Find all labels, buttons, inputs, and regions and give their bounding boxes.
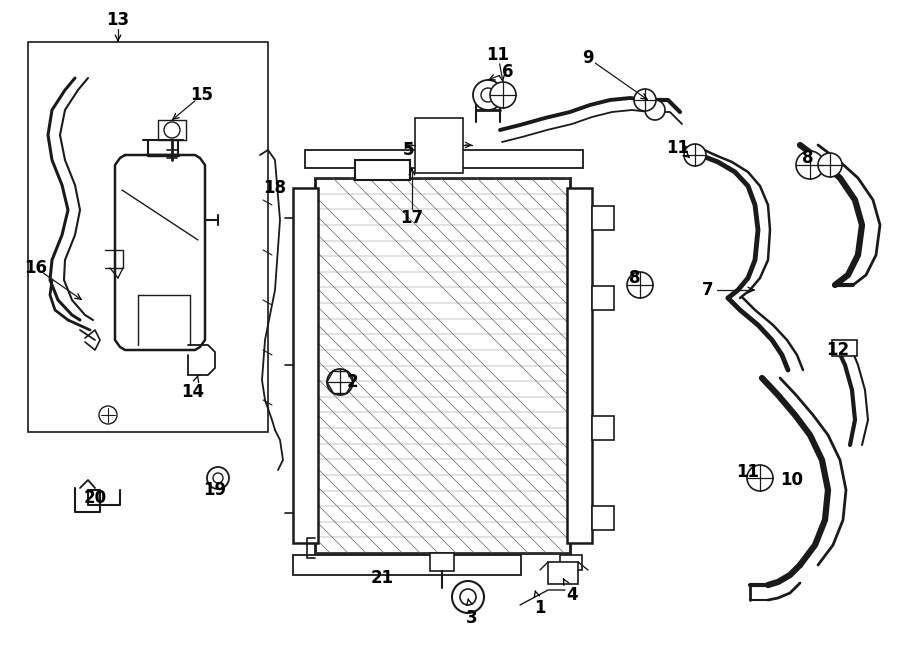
Circle shape	[490, 82, 516, 108]
Text: 1: 1	[535, 599, 545, 617]
Text: 4: 4	[566, 586, 578, 604]
Bar	[567, 188, 592, 543]
Text: 2: 2	[346, 373, 358, 391]
Text: 8: 8	[629, 269, 641, 287]
Bar	[592, 506, 614, 530]
Text: 6: 6	[502, 63, 514, 81]
Text: 10: 10	[780, 471, 804, 489]
Text: 11: 11	[736, 463, 760, 481]
Circle shape	[818, 153, 842, 177]
Text: 11: 11	[667, 139, 689, 157]
Circle shape	[796, 151, 824, 179]
Circle shape	[684, 144, 706, 166]
Circle shape	[627, 272, 653, 298]
Text: 17: 17	[400, 209, 424, 227]
Text: 8: 8	[802, 149, 814, 167]
Bar	[592, 416, 614, 440]
Bar	[315, 178, 570, 553]
Text: 15: 15	[191, 86, 213, 104]
Bar	[293, 555, 521, 575]
Text: 3: 3	[466, 609, 478, 627]
Bar	[415, 118, 463, 173]
Circle shape	[327, 369, 353, 395]
Bar	[560, 555, 582, 570]
Text: 14: 14	[182, 383, 204, 401]
Bar	[28, 42, 268, 432]
Text: 12: 12	[826, 341, 850, 359]
Text: 19: 19	[203, 481, 227, 499]
Text: 5: 5	[402, 141, 414, 159]
Bar	[305, 150, 583, 168]
Text: 16: 16	[24, 259, 48, 277]
Bar	[293, 188, 318, 543]
Circle shape	[207, 467, 229, 489]
Text: 11: 11	[487, 46, 509, 64]
Circle shape	[747, 465, 773, 491]
Circle shape	[634, 89, 656, 111]
Bar	[832, 340, 857, 356]
Circle shape	[452, 581, 484, 613]
Text: 20: 20	[84, 489, 106, 507]
Bar	[355, 160, 410, 180]
Bar	[592, 286, 614, 310]
Text: 18: 18	[264, 179, 286, 197]
Text: 21: 21	[371, 569, 393, 587]
Bar	[548, 562, 578, 584]
Bar	[592, 206, 614, 230]
Circle shape	[473, 80, 503, 110]
Text: 13: 13	[106, 11, 130, 29]
Text: 9: 9	[582, 49, 594, 67]
Circle shape	[645, 100, 665, 120]
Text: 7: 7	[702, 281, 714, 299]
Bar	[430, 553, 454, 571]
